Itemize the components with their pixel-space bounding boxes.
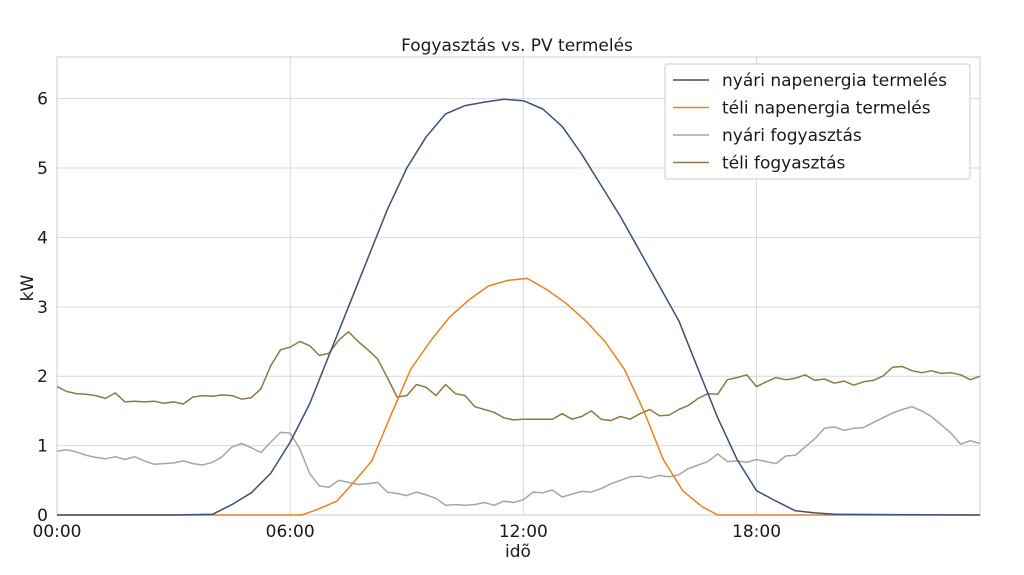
plot-area: [56, 56, 981, 516]
series-line-1: [57, 98, 981, 516]
legend-box: [664, 63, 971, 180]
legend-label: nyári fogyasztás: [722, 126, 862, 146]
legend-label: téli napenergia termelés: [722, 99, 931, 119]
x-axis-ticks: 00:00 06:00 12:00 18:00: [33, 522, 782, 542]
y-tick-label: 3: [37, 298, 48, 318]
legend: nyári napenergia termelés téli napenergia…: [664, 63, 971, 180]
y-tick-label: 6: [37, 90, 48, 110]
x-tick-label: 12:00: [499, 522, 548, 542]
y-axis-label: kW: [18, 274, 38, 301]
series-line-3: [56, 405, 981, 507]
series-line-4: [56, 331, 981, 422]
y-axis-ticks: 0 1 2 3 4 5 6: [37, 90, 48, 526]
x-tick-label: 06:00: [266, 522, 315, 542]
x-tick-label: 18:00: [732, 522, 781, 542]
y-tick-label: 0: [37, 506, 48, 526]
y-tick-label: 1: [37, 437, 48, 457]
y-tick-label: 2: [37, 367, 48, 387]
x-axis-label: idõ: [505, 542, 531, 562]
y-tick-label: 4: [37, 228, 48, 248]
x-tick-label: 00:00: [33, 522, 82, 542]
y-tick-label: 5: [37, 159, 48, 179]
legend-label: téli fogyasztás: [722, 154, 845, 174]
series-layer: [56, 98, 981, 516]
series-line-2: [57, 277, 980, 516]
legend-label: nyári napenergia termelés: [722, 71, 947, 91]
chart-title: Fogyasztás vs. PV termelés: [401, 36, 633, 56]
